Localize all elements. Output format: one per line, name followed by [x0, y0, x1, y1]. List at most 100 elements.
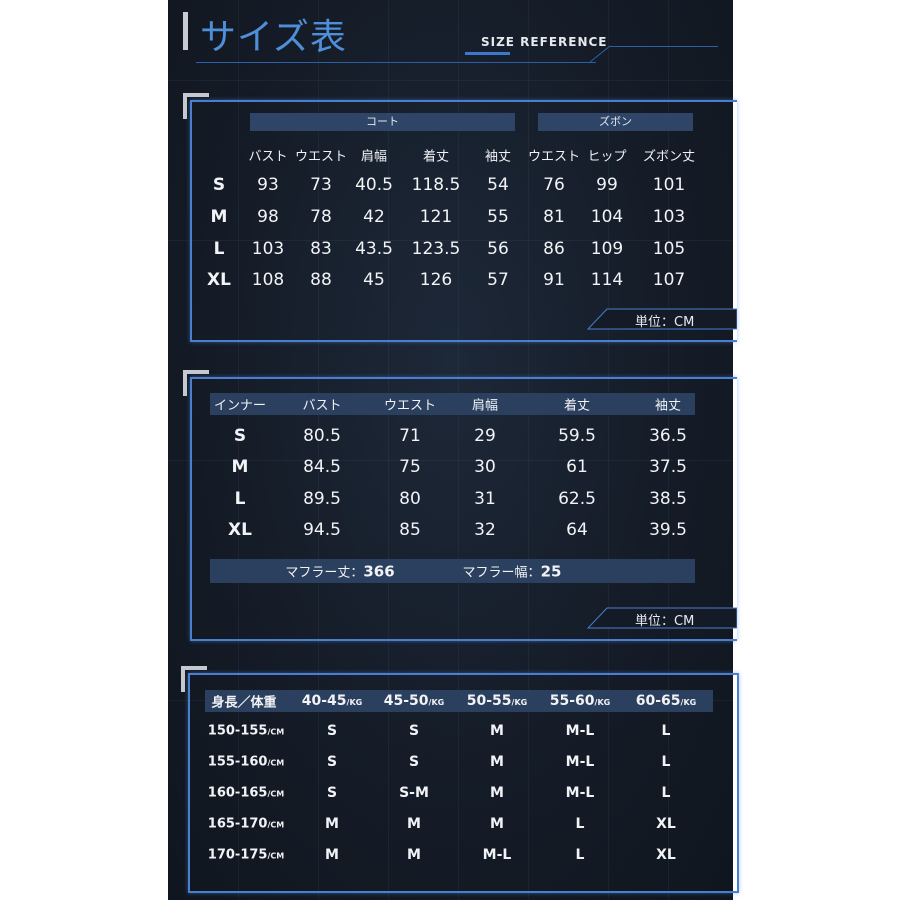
table-cell: 59.5 — [558, 426, 596, 446]
table-cell: L — [661, 785, 671, 801]
table-cell: 38.5 — [649, 489, 687, 509]
guide-header-bar — [205, 690, 713, 712]
height-label: 150-155/CM — [208, 724, 284, 739]
table-cell: 61 — [566, 457, 588, 477]
table-cell: 88 — [310, 270, 332, 290]
title-underline — [196, 62, 596, 63]
title-line-right — [610, 46, 718, 47]
table-cell: 93 — [257, 175, 279, 195]
size-label: M — [210, 207, 228, 227]
weight-value: 55-60 — [549, 693, 595, 709]
column-header: バスト — [302, 398, 342, 414]
height-unit: /CM — [267, 789, 285, 799]
table-cell: 107 — [652, 270, 686, 290]
table-cell: M — [407, 816, 421, 832]
height-label: 165-170/CM — [208, 817, 284, 832]
corner-label: 身長／体重 — [211, 695, 277, 711]
table-cell: 78 — [310, 207, 332, 227]
height-label: 155-160/CM — [208, 755, 284, 770]
table-cell: 37.5 — [649, 457, 687, 477]
coat-pants-panel — [190, 100, 737, 342]
table-cell: 104 — [590, 207, 624, 227]
table-cell: 29 — [474, 426, 496, 446]
table-cell: 40.5 — [355, 175, 393, 195]
table-cell: 118.5 — [411, 175, 461, 195]
table-cell: M — [325, 816, 339, 832]
table-cell: 32 — [474, 520, 496, 540]
size-label: L — [234, 489, 246, 509]
weight-header: 55-60/KG — [550, 693, 610, 709]
table-cell: L — [661, 723, 671, 739]
table-cell: S-M — [399, 785, 429, 801]
table-cell: M — [490, 723, 504, 739]
weight-unit: /KG — [511, 698, 528, 707]
table-cell: 101 — [652, 175, 686, 195]
table-cell: 73 — [310, 175, 332, 195]
table-cell: 89.5 — [303, 489, 341, 509]
table-cell: 108 — [251, 270, 285, 290]
column-header: ウエスト — [294, 149, 348, 165]
muffler-width: マフラー幅：25 — [462, 562, 562, 581]
column-header: 着丈 — [563, 398, 591, 414]
unit-label: 単位：CM — [635, 315, 695, 330]
weight-unit: /KG — [680, 698, 697, 707]
panel-corner-bracket — [183, 93, 209, 119]
table-cell: 109 — [590, 239, 624, 259]
table-cell: M — [490, 754, 504, 770]
table-cell: M — [407, 847, 421, 863]
height-value: 150-155 — [207, 723, 268, 739]
table-cell: 103 — [251, 239, 285, 259]
height-value: 160-165 — [207, 785, 268, 801]
unit-label: 単位：CM — [635, 614, 695, 629]
column-header: 袖丈 — [484, 149, 512, 165]
grid-line — [388, 0, 389, 900]
grid-line — [608, 0, 609, 900]
title-accent-bar — [183, 12, 188, 50]
table-cell: 64 — [566, 520, 588, 540]
table-cell: 55 — [487, 207, 509, 227]
table-cell: 30 — [474, 457, 496, 477]
weight-header: 50-55/KG — [467, 693, 527, 709]
column-header: 着丈 — [422, 149, 450, 165]
table-cell: 84.5 — [303, 457, 341, 477]
height-label: 170-175/CM — [208, 848, 284, 863]
table-cell: 80 — [399, 489, 421, 509]
column-header: ヒップ — [587, 149, 627, 165]
column-header: ズボン丈 — [642, 149, 696, 165]
table-cell: S — [326, 785, 338, 801]
table-cell: S — [326, 723, 338, 739]
subtitle-underline — [465, 52, 510, 55]
table-cell: 91 — [543, 270, 565, 290]
column-header: 肩幅 — [471, 398, 499, 414]
panel-corner-bracket — [181, 666, 207, 692]
size-chart-background — [168, 0, 733, 900]
pants-group-header: ズボン — [538, 113, 693, 131]
table-cell: 103 — [652, 207, 686, 227]
page-title: サイズ表 — [200, 17, 347, 58]
size-guide-panel — [188, 673, 739, 893]
table-cell: 123.5 — [411, 239, 461, 259]
weight-value: 60-65 — [635, 693, 681, 709]
weight-value: 40-45 — [301, 693, 347, 709]
weight-header: 40-45/KG — [302, 693, 362, 709]
table-cell: XL — [656, 847, 676, 863]
table-cell: M — [325, 847, 339, 863]
grid-line — [458, 0, 459, 900]
weight-unit: /KG — [346, 698, 363, 707]
weight-value: 50-55 — [466, 693, 512, 709]
table-cell: 39.5 — [649, 520, 687, 540]
inner-header-bar — [210, 393, 695, 415]
column-header: インナー — [213, 398, 267, 414]
size-label: M — [231, 457, 249, 477]
muffler-length: マフラー丈：366 — [285, 562, 395, 581]
height-unit: /CM — [267, 727, 285, 737]
table-cell: M-L — [565, 723, 595, 739]
table-cell: 99 — [596, 175, 618, 195]
table-cell: 86 — [543, 239, 565, 259]
height-value: 155-160 — [207, 754, 268, 770]
table-cell: 81 — [543, 207, 565, 227]
grid-line — [318, 0, 319, 900]
page-subtitle: SIZE REFERENCE — [481, 35, 608, 49]
grid-line — [168, 460, 733, 461]
table-cell: 42 — [363, 207, 385, 227]
